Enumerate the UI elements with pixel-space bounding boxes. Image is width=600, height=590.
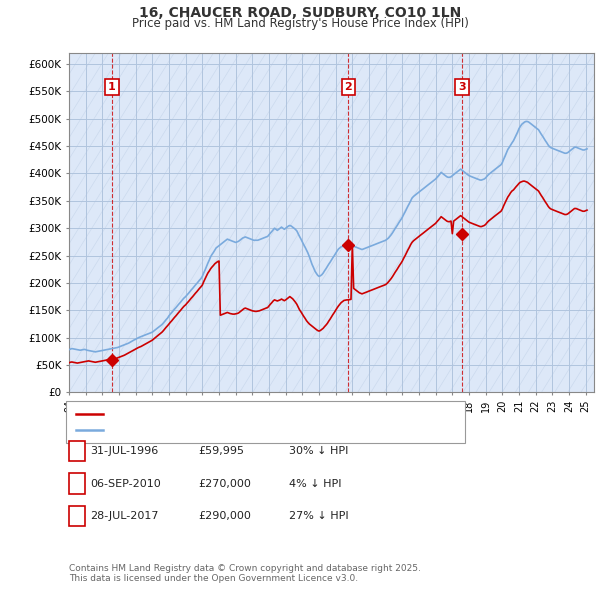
Text: 16, CHAUCER ROAD, SUDBURY, CO10 1LN: 16, CHAUCER ROAD, SUDBURY, CO10 1LN xyxy=(139,6,461,20)
Text: 3: 3 xyxy=(73,511,80,521)
Text: 28-JUL-2017: 28-JUL-2017 xyxy=(91,511,159,521)
Text: 30% ↓ HPI: 30% ↓ HPI xyxy=(289,446,348,456)
Text: £59,995: £59,995 xyxy=(199,446,245,456)
Text: £270,000: £270,000 xyxy=(199,478,251,489)
Text: 1: 1 xyxy=(73,446,80,456)
Text: 06-SEP-2010: 06-SEP-2010 xyxy=(91,478,161,489)
Text: Price paid vs. HM Land Registry's House Price Index (HPI): Price paid vs. HM Land Registry's House … xyxy=(131,17,469,30)
Text: Contains HM Land Registry data © Crown copyright and database right 2025.
This d: Contains HM Land Registry data © Crown c… xyxy=(69,563,421,583)
Text: 2: 2 xyxy=(73,478,80,489)
Text: 1: 1 xyxy=(108,82,116,92)
Text: 4% ↓ HPI: 4% ↓ HPI xyxy=(289,478,341,489)
Text: 27% ↓ HPI: 27% ↓ HPI xyxy=(289,511,348,521)
Text: HPI: Average price, detached house, Babergh: HPI: Average price, detached house, Babe… xyxy=(108,425,345,435)
Text: 31-JUL-1996: 31-JUL-1996 xyxy=(91,446,159,456)
Text: 16, CHAUCER ROAD, SUDBURY, CO10 1LN (detached house): 16, CHAUCER ROAD, SUDBURY, CO10 1LN (det… xyxy=(108,409,422,419)
Text: 3: 3 xyxy=(458,82,466,92)
Text: £290,000: £290,000 xyxy=(199,511,251,521)
Text: 2: 2 xyxy=(344,82,352,92)
